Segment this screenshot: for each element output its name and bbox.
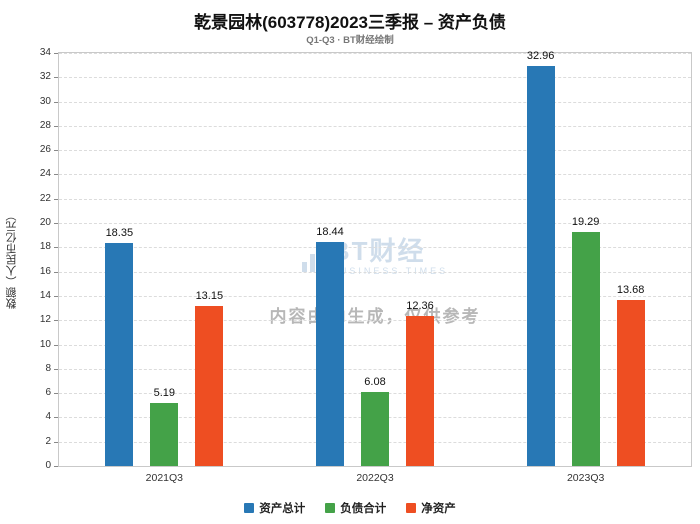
y-tick-mark xyxy=(54,271,58,273)
bar xyxy=(150,402,179,466)
legend-label: 资产总计 xyxy=(259,503,306,515)
x-tick-label: 2021Q3 xyxy=(145,472,184,484)
bar xyxy=(361,392,389,466)
bar xyxy=(616,299,645,466)
page-title: 乾景园林(603778)2023三季报 – 资产负债 xyxy=(194,13,506,32)
bar-value-label: 6.08 xyxy=(364,376,386,389)
y-tick-label: 4 xyxy=(45,411,51,423)
y-tick-label: 28 xyxy=(39,119,51,131)
y-tick-mark xyxy=(54,125,58,127)
bar xyxy=(571,231,600,466)
gridline xyxy=(59,198,691,200)
y-tick-mark xyxy=(54,247,58,249)
y-tick-label: 30 xyxy=(39,95,51,107)
y-tick-label: 34 xyxy=(39,47,51,58)
y-tick-label: 2 xyxy=(45,435,51,447)
x-tick-label: 2022Q3 xyxy=(356,472,394,484)
legend-label: 负债合计 xyxy=(340,503,387,515)
y-tick-label: 16 xyxy=(39,265,51,277)
y-tick-mark xyxy=(54,320,58,322)
gridline xyxy=(59,53,691,54)
y-tick-mark xyxy=(54,198,58,200)
y-axis-title: 数额（人民币亿元） xyxy=(6,210,18,309)
y-tick-mark xyxy=(54,77,58,79)
watermark-brand-text: BT财经 xyxy=(330,236,426,266)
gridline xyxy=(59,247,691,249)
gridline xyxy=(59,77,691,79)
y-tick-mark xyxy=(54,466,58,467)
gridline xyxy=(59,344,691,346)
bar xyxy=(105,243,134,466)
legend-item[interactable]: 负债合计 xyxy=(325,500,386,516)
gridline xyxy=(59,271,691,273)
legend: 资产总计 负债合计 净资产 xyxy=(0,500,700,516)
y-tick-label: 18 xyxy=(39,241,51,253)
bar-value-label: 13.68 xyxy=(616,283,645,296)
legend-swatch-icon xyxy=(325,503,336,513)
plot-area: BT财经 BUSINESS TIMES 内容由AI生成，仅供参考 0 2 4 6 8 10… xyxy=(40,47,692,484)
y-tick-mark xyxy=(54,295,58,297)
y-tick-mark xyxy=(54,344,58,346)
y-tick-mark xyxy=(54,223,58,225)
gridline xyxy=(59,125,691,127)
y-tick-mark xyxy=(54,368,58,370)
y-tick-mark xyxy=(54,417,58,419)
legend-swatch-icon xyxy=(244,503,255,513)
y-tick-label: 10 xyxy=(39,338,51,350)
y-tick-mark xyxy=(54,393,58,395)
chart-subtitle: Q1-Q3 · BT财经绘制 xyxy=(306,35,394,46)
bar-value-label: 18.35 xyxy=(105,227,134,240)
legend-label: 净资产 xyxy=(421,503,456,515)
bar xyxy=(195,306,224,466)
y-tick-label: 20 xyxy=(39,217,51,229)
gridline xyxy=(59,368,691,370)
bar-value-label: 32.96 xyxy=(526,49,555,62)
y-tick-mark xyxy=(54,174,58,176)
y-tick-mark xyxy=(54,101,58,103)
bar xyxy=(406,315,434,466)
y-tick-label: 24 xyxy=(39,168,51,180)
x-tick-label: 2023Q3 xyxy=(566,472,605,484)
legend-swatch-icon xyxy=(406,503,417,513)
y-tick-label: 22 xyxy=(39,192,51,204)
y-tick-label: 0 xyxy=(45,460,51,471)
bar-value-label: 19.29 xyxy=(571,215,600,228)
bar xyxy=(526,65,555,466)
gridline xyxy=(59,101,691,103)
bar xyxy=(316,242,344,466)
bar-value-label: 13.15 xyxy=(195,290,224,303)
gridline xyxy=(59,223,691,225)
y-tick-label: 6 xyxy=(45,387,51,399)
gridline xyxy=(59,150,691,152)
gridline xyxy=(59,320,691,322)
y-tick-mark xyxy=(54,53,58,54)
y-tick-label: 12 xyxy=(39,314,51,326)
legend-item[interactable]: 资产总计 xyxy=(244,500,305,516)
y-tick-mark xyxy=(54,150,58,152)
y-tick-label: 14 xyxy=(39,289,51,301)
y-tick-label: 26 xyxy=(39,144,51,156)
gridline xyxy=(59,295,691,297)
y-tick-label: 32 xyxy=(39,71,51,83)
gridline xyxy=(59,174,691,176)
legend-item[interactable]: 净资产 xyxy=(406,500,456,516)
y-tick-mark xyxy=(54,441,58,443)
y-tick-label: 8 xyxy=(45,362,51,374)
bar-value-label: 12.36 xyxy=(406,299,434,312)
bar-value-label: 18.44 xyxy=(316,226,344,238)
bar-value-label: 5.19 xyxy=(153,386,176,399)
